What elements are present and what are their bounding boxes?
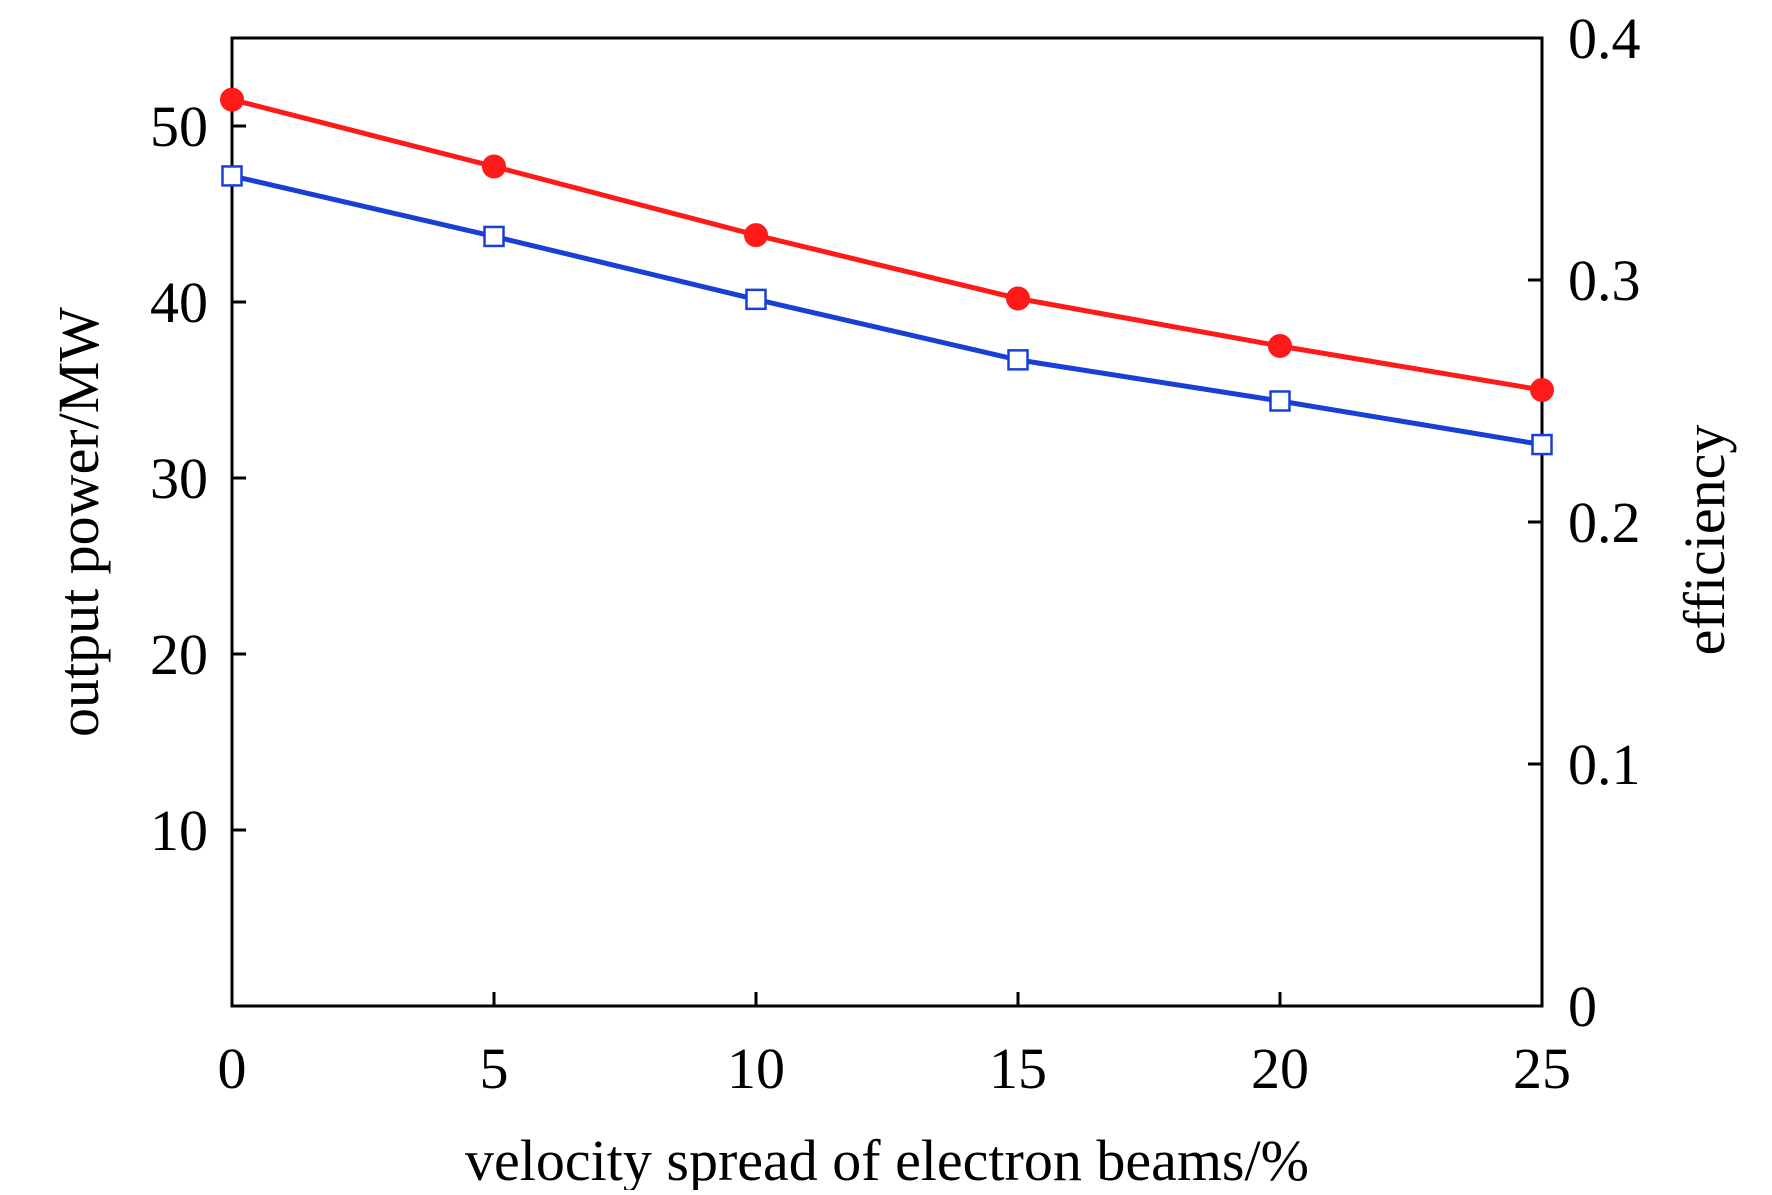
ticks-layer: 0 5 10 15 20 25 10 20 30 40 50 0 0.1 0.2 0.3 0.4 [150,6,1641,1101]
y-left-tick-label: 20 [150,622,208,687]
x-tick-label: 10 [727,1036,785,1101]
x-tick-label: 25 [1513,1036,1571,1101]
series-1-point [744,223,768,248]
y-left-tick-label: 30 [150,446,208,511]
series-2-point [221,165,243,187]
series-1-point [482,154,506,179]
y-right-tick-label: 0.4 [1568,6,1641,71]
x-tick-label: 5 [480,1036,509,1101]
series-2-line [231,173,1543,448]
y-right-tick-label: 0.2 [1568,490,1641,555]
series-2-point [1531,433,1553,456]
y-right-tick-label: 0.1 [1568,732,1641,797]
series-1-point [1006,286,1030,311]
y-left-tick-label: 40 [150,270,208,335]
y-axis-left-label: output power/MW [46,307,111,737]
x-axis-label: velocity spread of electron beams/% [465,1128,1309,1190]
series-1-point [1268,334,1292,358]
y-right-tick-label: 0 [1568,974,1597,1039]
series-2-point [1007,349,1029,371]
y-right-tick-label: 0.3 [1568,248,1641,313]
series-2-point [1269,390,1291,412]
series-1-point [1530,378,1554,402]
series-1-point [220,87,244,112]
series-2-point [745,288,767,311]
series-layer [220,87,1554,456]
plot-area-frame [230,36,1544,1008]
y-left-tick-label: 10 [150,798,208,863]
x-tick-label: 20 [1251,1036,1309,1101]
series-1-line [231,97,1543,393]
y-left-tick-label: 50 [150,94,208,159]
x-tick-label: 15 [989,1036,1047,1101]
series-2-point [483,225,505,248]
x-tick-label: 0 [218,1036,247,1101]
y-axis-right-label: efficiency [1672,425,1737,656]
